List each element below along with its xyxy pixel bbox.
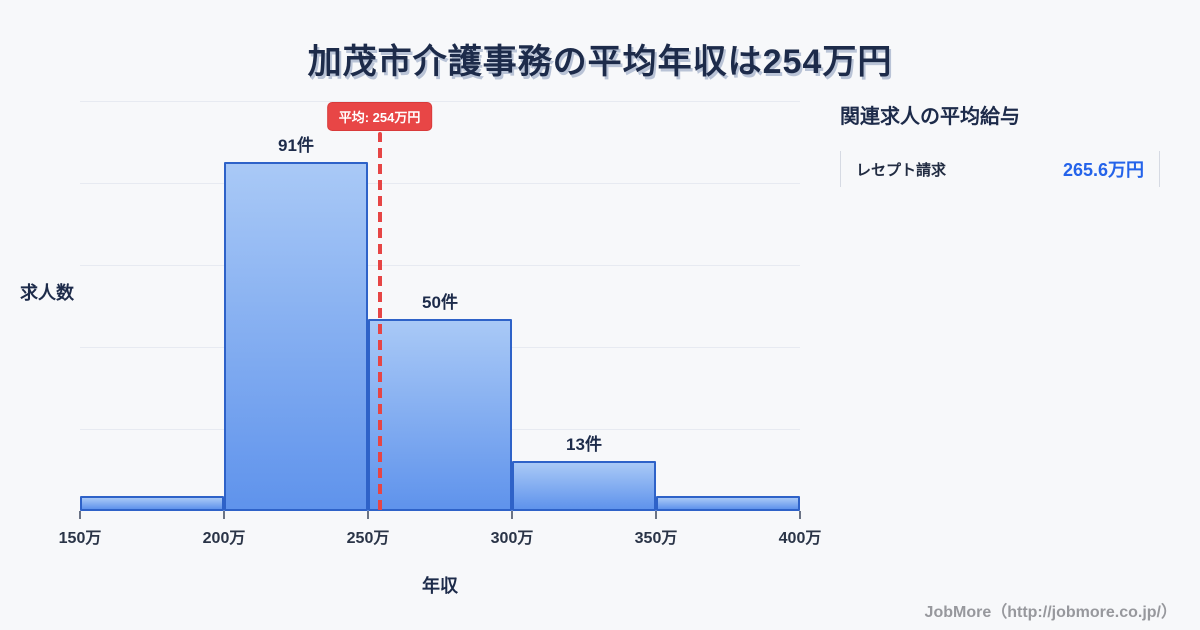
histogram: 平均: 254万円 91件 50件 13件 150万 200万 250万 300万 350万 4… <box>59 101 821 547</box>
bar <box>656 496 800 511</box>
x-axis-tick <box>799 511 801 519</box>
x-axis-tick-label: 350万 <box>634 530 678 547</box>
bar <box>224 162 368 511</box>
mean-badge: 平均: 254万円 <box>326 102 433 131</box>
bar-count-label: 50件 <box>422 293 458 312</box>
related-job-row: レセプト請求 265.6万円 <box>840 151 1160 187</box>
x-axis-tick-label: 200万 <box>202 530 246 547</box>
related-jobs-panel: 関連求人の平均給与 レセプト請求 265.6万円 <box>840 100 1160 187</box>
x-axis-tick <box>223 511 225 519</box>
x-axis-tick-label: 300万 <box>490 530 534 547</box>
bar-count-label: 13件 <box>566 435 602 454</box>
related-job-label: レセプト請求 <box>856 161 947 179</box>
bar-count-label: 91件 <box>278 136 314 155</box>
x-axis-title: 年収 <box>422 576 458 596</box>
x-axis-tick-label: 400万 <box>778 530 822 547</box>
x-axis-tick <box>367 511 369 519</box>
related-jobs-heading: 関連求人の平均給与 <box>840 106 1020 128</box>
mean-line <box>377 132 382 511</box>
y-axis-title: 求人数 <box>20 283 74 303</box>
bar <box>80 496 224 511</box>
gridline <box>80 265 800 266</box>
footer-credit: JobMore（http://jobmore.co.jp/） <box>924 604 1177 621</box>
bar <box>512 461 656 511</box>
gridline <box>80 183 800 184</box>
x-axis-tick-label: 250万 <box>346 530 390 547</box>
x-axis-tick <box>511 511 513 519</box>
bar <box>368 319 512 511</box>
related-job-value: 265.6万円 <box>1062 160 1144 180</box>
x-axis-tick <box>655 511 657 519</box>
gridline <box>80 101 800 102</box>
page-title: 加茂市介護事務の平均年収は254万円 <box>307 43 893 81</box>
x-axis-tick <box>79 511 81 519</box>
x-axis-tick-label: 150万 <box>58 530 102 547</box>
